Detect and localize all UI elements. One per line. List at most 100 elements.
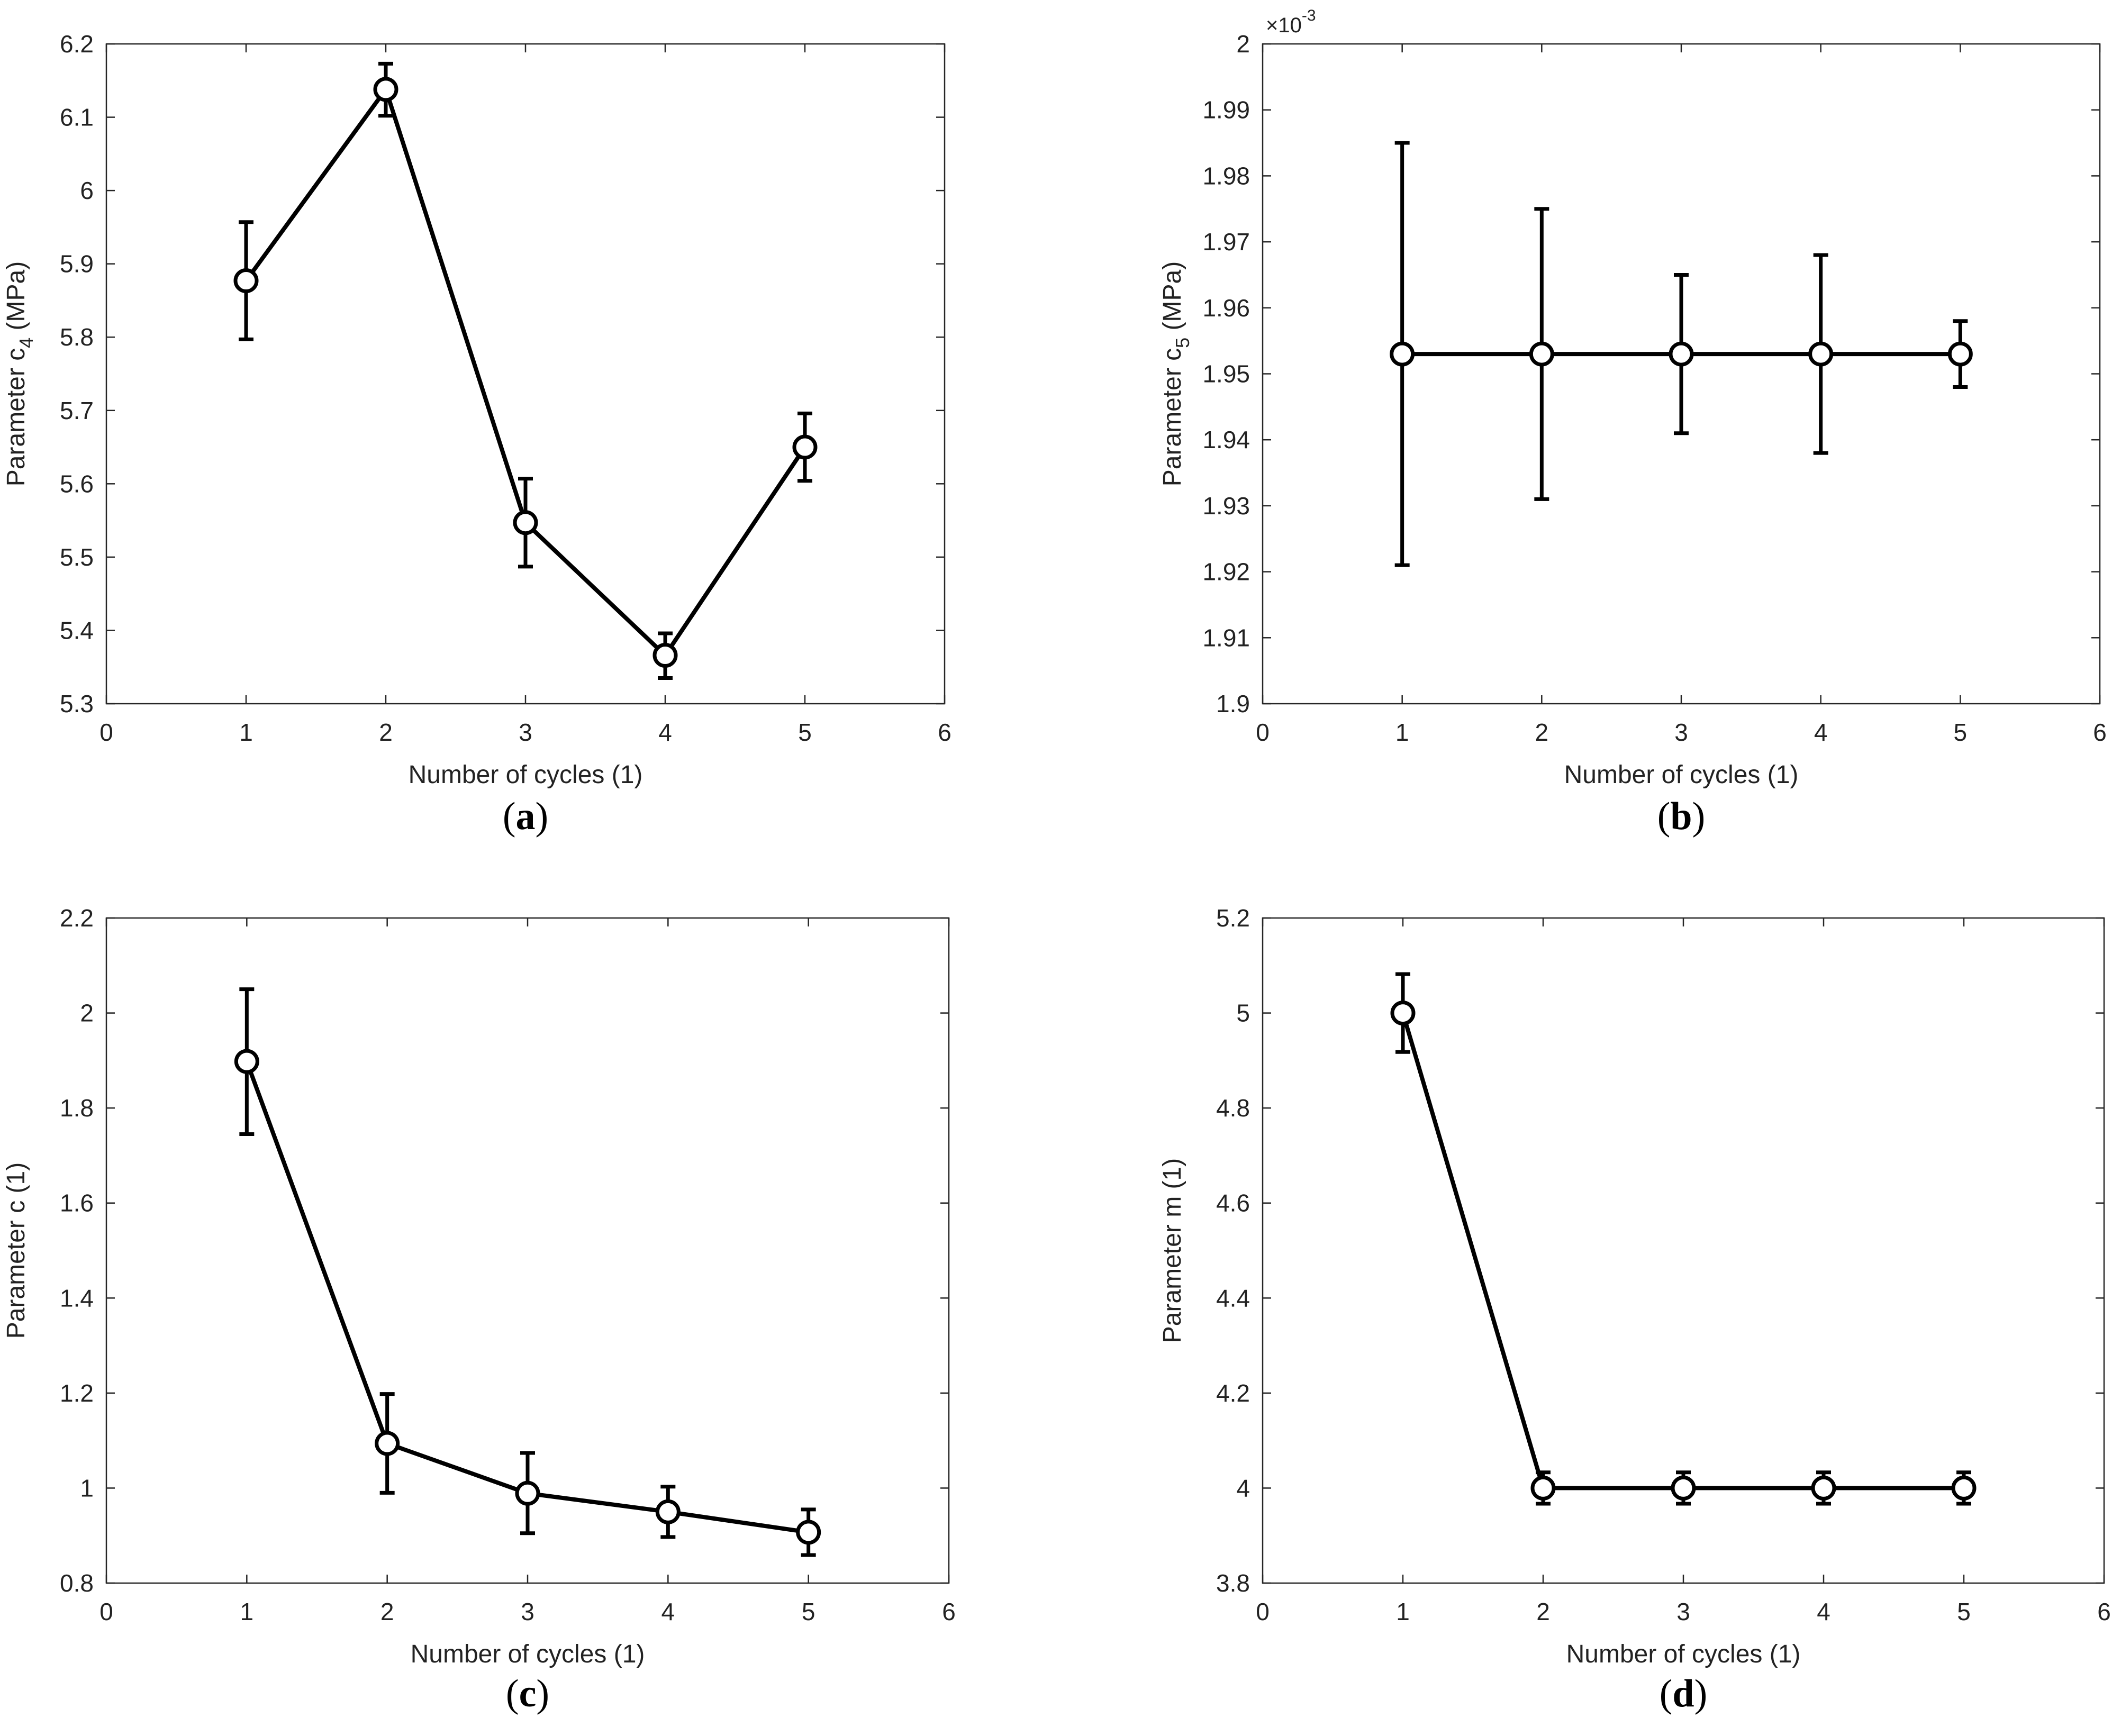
panel-label: (b) bbox=[1657, 795, 1705, 838]
y-tick-label: 3.8 bbox=[1216, 1569, 1250, 1597]
panel-label-open: ( bbox=[506, 1672, 519, 1715]
data-point bbox=[792, 434, 818, 460]
panel-label-text: (c) bbox=[506, 1672, 549, 1715]
y-tick-label: 1.95 bbox=[1202, 360, 1250, 388]
panel-label: (d) bbox=[1660, 1672, 1707, 1715]
x-tick-label: 0 bbox=[99, 719, 113, 746]
y-tick-label: 6 bbox=[80, 177, 94, 204]
data-point bbox=[1530, 1475, 1556, 1501]
y-tick-label: 6.2 bbox=[60, 30, 94, 58]
panel-label-open: ( bbox=[1657, 795, 1671, 838]
y-tick-label: 4.6 bbox=[1216, 1189, 1250, 1217]
x-tick-label: 3 bbox=[1674, 719, 1688, 746]
series-line bbox=[1401, 1012, 1964, 1490]
y-tick-label: 5.7 bbox=[60, 397, 94, 424]
y-tick-label: 1.94 bbox=[1202, 426, 1250, 453]
chart-panel-d: 0 1 2 3 4 5 6 3.8 4 4.2 4.4 4.6 4.8 5 5.2 Number of cyc… bbox=[1158, 904, 2111, 1715]
x-tick-label: 2 bbox=[1535, 719, 1549, 746]
x-tick-label: 5 bbox=[802, 1598, 815, 1625]
exponent-power: -3 bbox=[1302, 7, 1316, 24]
y-tick-label: 1.2 bbox=[60, 1379, 94, 1407]
y-tick-label: 5.6 bbox=[60, 470, 94, 497]
panel-label-open: ( bbox=[503, 795, 516, 838]
series-line bbox=[244, 87, 807, 658]
panel-label-close: ) bbox=[536, 795, 549, 838]
y-tick-label: 5.4 bbox=[60, 616, 94, 644]
y-axis-label-subscript: 4 bbox=[15, 338, 37, 348]
y-axis-label-unit: (MPa) bbox=[1158, 261, 1186, 338]
x-tick-label: 3 bbox=[519, 719, 532, 746]
data-point bbox=[1808, 341, 1834, 367]
y-tick-label: 5.9 bbox=[60, 250, 94, 278]
plot-frame bbox=[105, 43, 946, 705]
data-point bbox=[233, 268, 259, 294]
data-point bbox=[652, 643, 678, 668]
y-tick-label: 1 bbox=[80, 1474, 94, 1502]
x-tick-label: 4 bbox=[658, 719, 672, 746]
x-tick-label: 1 bbox=[240, 1598, 254, 1625]
x-tick-label: 2 bbox=[1536, 1598, 1550, 1625]
y-tick-label: 0.8 bbox=[60, 1569, 94, 1597]
x-tick-label: 6 bbox=[2097, 1598, 2111, 1625]
x-tick-label: 0 bbox=[99, 1598, 113, 1625]
y-tick-label: 1.91 bbox=[1202, 624, 1250, 651]
y-tick-label: 1.96 bbox=[1202, 294, 1250, 322]
x-tick-label: 1 bbox=[239, 719, 253, 746]
y-axis-label-main: Parameter c bbox=[1158, 348, 1186, 486]
data-point bbox=[796, 1520, 821, 1545]
panel-label: (c) bbox=[506, 1672, 549, 1715]
panel-label-letter: d bbox=[1672, 1672, 1694, 1715]
x-tick-label: 1 bbox=[1396, 1598, 1410, 1625]
panel-label-close: ) bbox=[1692, 795, 1706, 838]
y-axis-label-main: Parameter m (1) bbox=[1158, 1158, 1186, 1343]
data-point bbox=[234, 1049, 259, 1074]
panel-label-letter: b bbox=[1670, 795, 1692, 838]
y-tick-label: 1.92 bbox=[1202, 558, 1250, 586]
y-axis-label-subscript: 5 bbox=[1172, 338, 1193, 348]
data-point bbox=[1669, 341, 1694, 367]
data-point bbox=[1671, 1475, 1696, 1501]
data-point bbox=[1951, 1475, 1977, 1501]
y-axis-label-main: Parameter c bbox=[2, 348, 30, 486]
y-tick-label: 1.99 bbox=[1202, 96, 1250, 124]
panel-label: (a) bbox=[503, 795, 548, 838]
chart-panel-a: 0 1 2 3 4 5 6 5.3 5.4 5.5 5.6 5.7 5.8 5.9 6 6.1 6.2 Numbe… bbox=[2, 30, 951, 838]
panel-label-letter: a bbox=[516, 795, 536, 838]
x-tick-label: 2 bbox=[379, 719, 393, 746]
y-axis-label: Parameter c5 (MPa) bbox=[1158, 261, 1193, 486]
exponent-base: ×10 bbox=[1266, 14, 1302, 37]
x-tick-label: 1 bbox=[1395, 719, 1409, 746]
panel-label-close: ) bbox=[536, 1672, 549, 1715]
y-tick-label: 1.98 bbox=[1202, 162, 1250, 189]
y-tick-label: 1.6 bbox=[60, 1189, 94, 1217]
data-point bbox=[655, 1499, 681, 1524]
data-point bbox=[1947, 341, 1973, 367]
data-point bbox=[1811, 1475, 1836, 1501]
x-tick-label: 6 bbox=[2093, 719, 2107, 746]
x-tick-label: 5 bbox=[1954, 719, 1968, 746]
y-tick-label: 2.2 bbox=[60, 904, 94, 932]
data-point bbox=[1529, 341, 1554, 367]
panel-label-letter: c bbox=[519, 1672, 537, 1715]
panel-label-close: ) bbox=[1694, 1672, 1708, 1715]
x-tick-label: 0 bbox=[1256, 1598, 1270, 1625]
y-axis-label-main: Parameter c (1) bbox=[2, 1162, 30, 1339]
y-tick-label: 5.8 bbox=[60, 323, 94, 351]
y-axis-label: Parameter m (1) bbox=[1158, 1158, 1186, 1343]
panel-label-text: (b) bbox=[1657, 795, 1705, 838]
data-point bbox=[1390, 1001, 1416, 1026]
x-tick-label: 2 bbox=[380, 1598, 394, 1625]
y-tick-label: 4.8 bbox=[1216, 1094, 1250, 1122]
y-tick-label: 5.3 bbox=[60, 690, 94, 717]
x-tick-label: 0 bbox=[1256, 719, 1270, 746]
y-tick-label: 1.93 bbox=[1202, 492, 1250, 520]
y-tick-label: 5.2 bbox=[1216, 904, 1250, 932]
x-axis-label: Number of cycles (1) bbox=[409, 761, 643, 789]
panel-label-open: ( bbox=[1660, 1672, 1673, 1715]
y-tick-label: 1.97 bbox=[1202, 228, 1250, 256]
y-tick-label: 1.9 bbox=[1216, 690, 1250, 717]
x-tick-label: 5 bbox=[1957, 1598, 1971, 1625]
y-tick-label: 1.4 bbox=[60, 1284, 94, 1312]
y-tick-label: 2 bbox=[1236, 30, 1250, 58]
